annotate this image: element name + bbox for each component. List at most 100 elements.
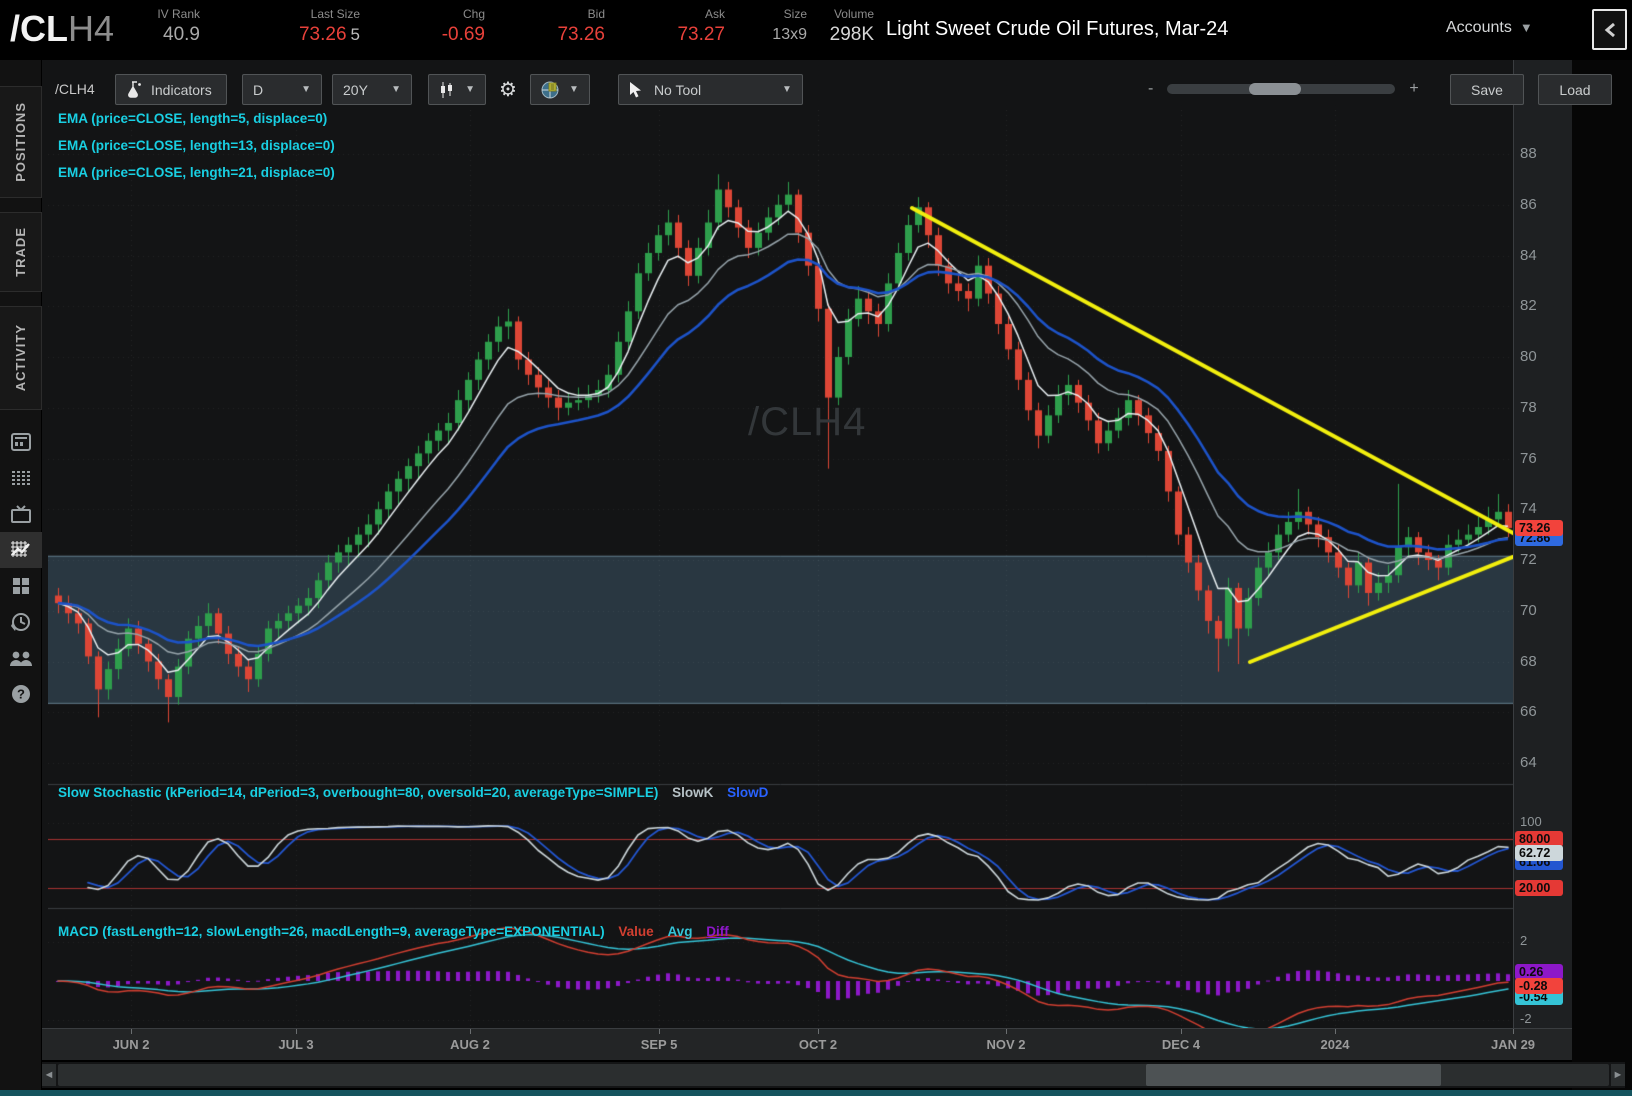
globe-icon: [541, 81, 559, 98]
field-chg: Chg -0.69: [441, 7, 485, 45]
history-icon[interactable]: [0, 604, 42, 640]
collapse-panel-button[interactable]: [1592, 9, 1627, 50]
axis-value-bubble: 20.00: [1515, 879, 1563, 896]
date-tick-label: JUL 3: [278, 1037, 314, 1052]
chart-symbol-label: /CLH4: [55, 81, 95, 97]
macd-diff-label: Diff: [706, 924, 729, 939]
slowk-label: SlowK: [672, 785, 714, 800]
drawing-tool-dropdown[interactable]: No Tool ▼: [617, 74, 803, 105]
bottom-accent-strip: [0, 1090, 1632, 1096]
date-tick: [818, 1029, 819, 1034]
axis-tick-label: 64: [1520, 754, 1537, 771]
symbol-logo: /CLH4: [10, 8, 114, 50]
date-tick-label: NOV 2: [986, 1037, 1026, 1052]
axis-value-bubble: 80.00: [1515, 831, 1563, 848]
symbol-suffix: H4: [68, 8, 115, 49]
axis-value-bubble: -0.28: [1515, 978, 1563, 995]
date-tick: [1335, 1029, 1336, 1034]
sidebar-tab-activity[interactable]: ACTIVITY: [0, 306, 42, 410]
zoom-slider[interactable]: [1167, 83, 1396, 95]
date-tick-label: DEC 4: [1161, 1037, 1201, 1052]
community-icon[interactable]: [0, 640, 42, 676]
date-tick-label: AUG 2: [450, 1037, 490, 1052]
range-dropdown[interactable]: 20Y ▼: [332, 74, 412, 105]
quote-header: /CLH4 IV Rank 40.9 Last Size 73.26 5 Chg …: [0, 0, 1632, 60]
scrollbar-thumb[interactable]: [1146, 1064, 1441, 1086]
gear-icon[interactable]: ⚙: [499, 79, 517, 101]
ema21-study-label: EMA (price=CLOSE, length=21, displace=0): [58, 165, 335, 180]
save-button[interactable]: Save: [1450, 74, 1524, 105]
scroll-left-arrow[interactable]: ◄: [42, 1064, 56, 1086]
chevron-down-icon: ▼: [1519, 20, 1533, 35]
date-tick-label: JUN 2: [112, 1037, 150, 1052]
contract-description: Light Sweet Crude Oil Futures, Mar-24: [886, 18, 1229, 40]
slowd-label: SlowD: [727, 785, 769, 800]
axis-value-bubble: 73.26: [1515, 520, 1563, 537]
candlestick-icon: [441, 81, 452, 98]
axis-tick-label: 100: [1520, 814, 1542, 829]
axis-tick-label: 86: [1520, 195, 1537, 213]
axis-tick-label: 76: [1520, 449, 1537, 467]
svg-text:?: ?: [17, 687, 25, 702]
accounts-dropdown[interactable]: Accounts ▼: [1446, 19, 1533, 36]
symbol-watermark: /CLH4: [748, 400, 867, 444]
chart-type-dropdown[interactable]: ▼: [428, 74, 486, 105]
zoom-in-button[interactable]: +: [1409, 80, 1419, 97]
chevron-down-icon: ▼: [465, 84, 475, 95]
field-iv-rank: IV Rank 40.9: [157, 7, 200, 45]
zoom-slider-thumb[interactable]: [1249, 83, 1302, 95]
macd-avg-label: Avg: [667, 924, 693, 939]
save-load-group: Save Load: [1450, 74, 1612, 105]
field-bid: Bid 73.26: [557, 7, 605, 45]
symbol-main: /CL: [10, 8, 68, 49]
watchlist-icon[interactable]: [0, 460, 42, 496]
chart-scroll-row: ◄ ►: [42, 1062, 1625, 1088]
price-chart-canvas[interactable]: [48, 110, 1513, 1028]
flask-icon: [128, 81, 141, 98]
date-tick: [1006, 1029, 1007, 1034]
field-last-size: Last Size 73.26 5: [298, 7, 360, 45]
field-volume: Volume 298K: [829, 7, 874, 45]
date-tick-label: 2024: [1320, 1037, 1350, 1052]
news-icon[interactable]: [0, 424, 42, 460]
help-icon[interactable]: ?: [0, 676, 42, 712]
timeframe-dropdown[interactable]: D ▼: [242, 74, 322, 105]
date-tick: [470, 1029, 471, 1034]
chevron-down-icon: ▼: [569, 84, 579, 95]
chevron-down-icon: ▼: [391, 84, 401, 95]
date-axis[interactable]: JUN 2 JUL 3 AUG 2 SEP 5 OCT 2 NOV 2 DEC 4 2024 J…: [42, 1028, 1572, 1060]
axis-tick-label: 80: [1520, 348, 1537, 365]
scroll-right-arrow[interactable]: ►: [1611, 1064, 1625, 1086]
date-tick: [1181, 1029, 1182, 1034]
axis-tick-label: 74: [1520, 500, 1537, 518]
indicators-button[interactable]: Indicators: [115, 74, 227, 105]
sidebar-tab-trade[interactable]: TRADE: [0, 212, 42, 292]
load-button[interactable]: Load: [1538, 74, 1612, 105]
scrollbar-track[interactable]: [58, 1064, 1609, 1086]
chevron-left-icon: [1604, 22, 1615, 37]
axis-tick-label: 88: [1520, 145, 1537, 162]
chevron-down-icon: ▼: [301, 84, 311, 95]
field-size: Size 13x9: [772, 7, 807, 43]
date-tick-label: OCT 2: [798, 1037, 838, 1052]
zoom-out-button[interactable]: -: [1148, 80, 1154, 97]
field-ask: Ask 73.27: [677, 7, 725, 45]
macd-study-label: MACD (fastLength=12, slowLength=26, macd…: [58, 924, 729, 939]
left-sidebar: POSITIONS TRADE ACTIVITY ?: [0, 60, 42, 1096]
tv-icon[interactable]: [0, 496, 42, 532]
sidebar-tab-positions[interactable]: POSITIONS: [0, 86, 42, 198]
cursor-icon: [629, 82, 641, 98]
axis-tick-label: 66: [1520, 703, 1537, 721]
ema5-study-label: EMA (price=CLOSE, length=5, displace=0): [58, 111, 328, 126]
date-tick: [131, 1029, 132, 1034]
axis-tick-label: 82: [1520, 297, 1537, 315]
globe-chart-dropdown[interactable]: ▼: [529, 74, 590, 105]
axis-tick-label: 72: [1520, 551, 1537, 568]
chart-icon[interactable]: [0, 532, 42, 568]
ema13-study-label: EMA (price=CLOSE, length=13, displace=0): [58, 138, 335, 153]
axis-tick-label: 70: [1520, 601, 1537, 619]
grid-icon[interactable]: [0, 568, 42, 604]
macd-value-label: Value: [618, 924, 654, 939]
axis-tick-label: 2: [1520, 933, 1528, 948]
